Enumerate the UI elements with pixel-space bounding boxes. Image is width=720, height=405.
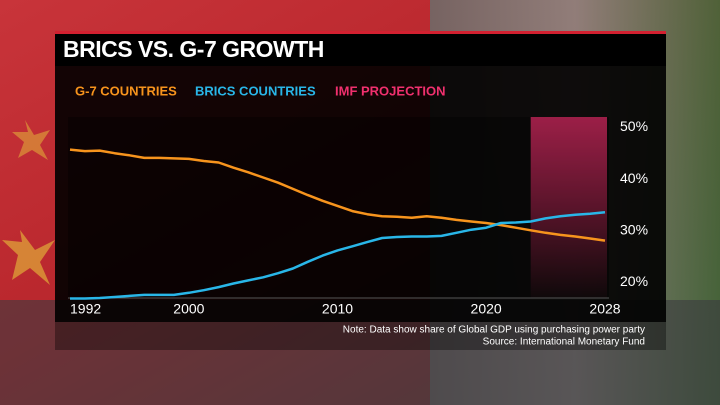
legend-label: G-7 COUNTRIES (75, 83, 177, 98)
y-tick-label: 20% (620, 273, 648, 289)
plot: 20% 30% 40% 50% 1992 2000 2010 2020 2028 G-7 COUN… (68, 83, 648, 317)
flag-star (2, 230, 55, 285)
series-line (69, 148, 606, 242)
note-panel (55, 322, 666, 350)
y-tick-label: 30% (620, 221, 648, 237)
source: Source: International Monetary Fund (483, 337, 645, 348)
flag-star (12, 120, 50, 160)
x-tick-label: 1992 (70, 301, 101, 317)
legend-label: IMF PROJECTION (335, 83, 446, 98)
series-line (70, 210, 606, 300)
x-tick-label: 2020 (471, 301, 502, 317)
x-tick-label: 2010 (322, 301, 353, 317)
legend-label: BRICS COUNTRIES (195, 83, 316, 98)
x-tick-label: 2028 (589, 301, 620, 317)
x-tick-label: 2000 (173, 301, 204, 317)
title-accent (55, 31, 666, 34)
y-tick-label: 50% (620, 118, 648, 134)
chart-title: BRICS VS. G-7 GROWTH (63, 36, 324, 62)
y-tick-label: 40% (620, 170, 648, 186)
projection-band (530, 117, 607, 298)
note: Note: Data show share of Global GDP usin… (343, 325, 645, 336)
title-bar (55, 34, 666, 66)
